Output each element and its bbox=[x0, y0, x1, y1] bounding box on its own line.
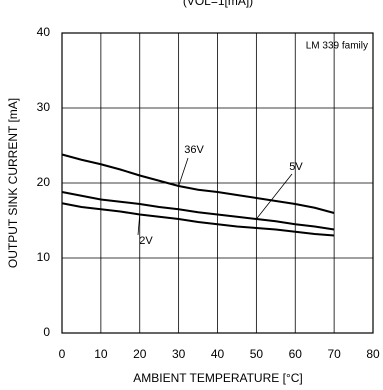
plot-frame bbox=[61, 32, 374, 334]
y-tick-label: 40 bbox=[37, 25, 51, 39]
x-tick-label: 60 bbox=[289, 347, 303, 361]
chart-subtitle: (VOL=1[mA]) bbox=[183, 0, 253, 8]
y-tick-label: 30 bbox=[37, 100, 51, 114]
y-axis-label: OUTPUT SINK CURRENT [mA] bbox=[6, 98, 20, 268]
leader-line bbox=[256, 173, 293, 220]
y-tick-label: 10 bbox=[37, 250, 51, 264]
line bbox=[61, 202, 335, 237]
leader-line bbox=[137, 214, 141, 236]
line bbox=[61, 191, 335, 231]
x-tick-label: 20 bbox=[133, 347, 147, 361]
y-tick-label: 20 bbox=[37, 175, 51, 189]
x-tick-label: 30 bbox=[172, 347, 186, 361]
x-tick-label: 40 bbox=[211, 347, 225, 361]
x-tick-label: 10 bbox=[94, 347, 108, 361]
series-label: 2V bbox=[139, 235, 153, 247]
x-tick-label: 0 bbox=[59, 347, 66, 361]
series-label: 36V bbox=[184, 144, 204, 156]
x-axis-label: AMBIENT TEMPERATURE [°C] bbox=[133, 371, 303, 385]
x-tick-label: 70 bbox=[327, 347, 341, 361]
leader-line bbox=[178, 157, 189, 187]
y-tick-label: 0 bbox=[43, 325, 50, 339]
x-tick-label: 50 bbox=[250, 347, 264, 361]
line bbox=[61, 153, 335, 214]
series-label: 5V bbox=[289, 161, 303, 173]
x-tick-label: 80 bbox=[366, 347, 380, 361]
annotation: LM 339 family bbox=[306, 41, 368, 52]
